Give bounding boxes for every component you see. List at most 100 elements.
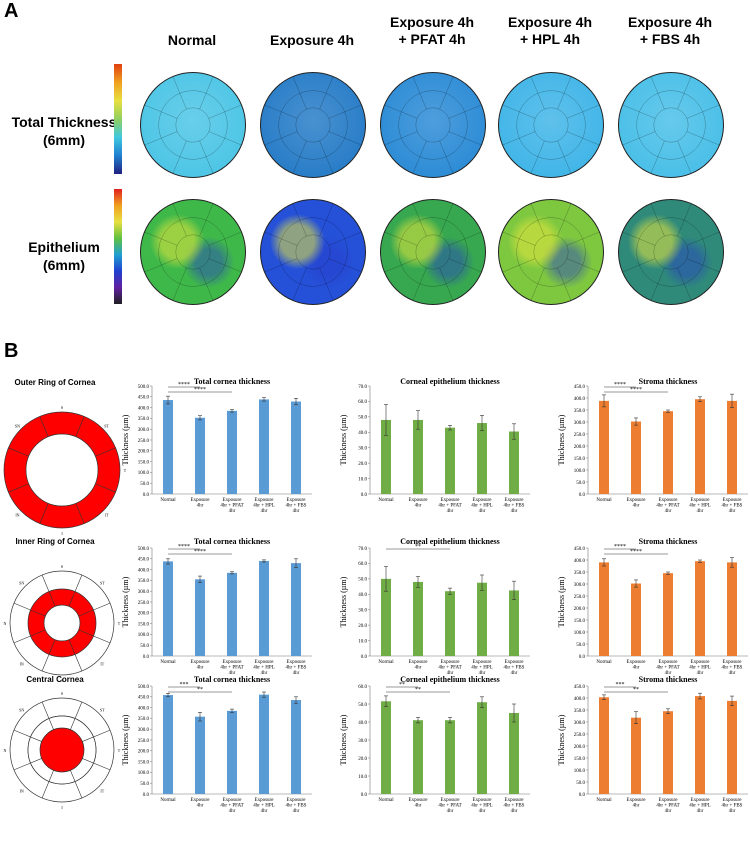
bar xyxy=(509,590,519,656)
map-spoke xyxy=(650,203,665,237)
map-ring xyxy=(636,90,706,160)
map-spoke xyxy=(566,258,600,273)
map-spoke xyxy=(448,104,482,119)
map-spoke xyxy=(530,267,545,301)
bar xyxy=(663,411,673,494)
y-tick-label: 10.0 xyxy=(358,639,367,644)
y-tick-label: 200.0 xyxy=(574,445,586,450)
bar-chart: Stroma thickness 0.0 50.0 100.0 150.0 200.0 25… xyxy=(557,537,748,676)
y-tick-label: 0.0 xyxy=(361,655,368,660)
y-tick-label: 50.0 xyxy=(140,782,149,787)
sector-label: S xyxy=(61,691,63,696)
sector-label: IT xyxy=(105,513,109,518)
map-ring xyxy=(533,234,569,270)
ring-title: Outer Ring of Cornea xyxy=(14,378,96,387)
y-tick-label: 100.0 xyxy=(138,471,150,476)
map-spoke xyxy=(384,104,418,119)
chart-title: Stroma thickness xyxy=(639,377,698,386)
map-spoke xyxy=(557,76,572,110)
bar xyxy=(695,561,705,656)
map-spoke xyxy=(622,231,656,246)
map-spoke xyxy=(677,76,692,110)
ring-diagram: S ST T IT I IN N SN xyxy=(4,564,121,683)
sector-label: I xyxy=(61,805,63,810)
map-spoke xyxy=(622,258,656,273)
sector-label: IN xyxy=(20,788,24,793)
central-disc xyxy=(39,727,85,773)
bar xyxy=(163,695,173,794)
sector-label: IN xyxy=(20,661,24,666)
y-tick-label: 400.0 xyxy=(574,559,586,564)
map-ring xyxy=(415,107,451,143)
bar-chart: Stroma thickness 0.0 50.0 100.0 150.0 200.0 25… xyxy=(557,377,748,514)
epithelium-map xyxy=(260,199,366,305)
y-tick-label: 40.0 xyxy=(358,431,367,436)
x-tick-label: Exposure 4hr + FBS 4hr xyxy=(286,798,307,814)
sector-divider xyxy=(13,629,46,644)
map-ring xyxy=(278,217,348,287)
bar xyxy=(195,579,205,656)
map-spoke xyxy=(172,267,187,301)
x-tick-label: Exposure 4hr + PFAT 4hr xyxy=(220,660,243,676)
bar xyxy=(227,710,237,794)
y-axis-label: Thickness (µm) xyxy=(121,576,130,627)
map-spoke xyxy=(328,258,362,273)
map-spoke xyxy=(264,131,298,146)
significance-label: **** xyxy=(630,549,642,555)
map-grid xyxy=(144,203,242,301)
bar xyxy=(631,583,641,656)
map-spoke xyxy=(502,131,536,146)
map-spoke xyxy=(448,131,482,146)
bar xyxy=(727,562,737,656)
y-tick-label: 20.0 xyxy=(358,757,367,762)
map-spoke xyxy=(328,231,362,246)
color-scale-bar xyxy=(114,189,122,304)
y-tick-label: 150.0 xyxy=(574,619,586,624)
x-tick-label: Normal xyxy=(596,498,612,503)
y-tick-label: 250.0 xyxy=(138,739,150,744)
sector-label: SN xyxy=(19,708,24,713)
significance-label: **** xyxy=(178,544,190,550)
sector-divider xyxy=(82,758,111,771)
y-tick-label: 0.0 xyxy=(143,655,150,660)
bar xyxy=(413,419,423,494)
map-spoke xyxy=(448,231,482,246)
y-tick-label: 0.0 xyxy=(579,493,586,498)
map-spoke xyxy=(557,203,572,237)
map-spoke xyxy=(650,140,665,174)
map-spoke xyxy=(292,267,307,301)
bar xyxy=(195,417,205,494)
panel-b-letter: B xyxy=(4,340,19,362)
x-tick-label: Exposure 4hr + PFAT 4hr xyxy=(656,498,679,514)
sector-divider xyxy=(75,416,85,437)
y-tick-label: 350.0 xyxy=(138,717,150,722)
y-tick-label: 400.0 xyxy=(574,697,586,702)
x-tick-label: Normal xyxy=(596,798,612,803)
ring-title: Inner Ring of Cornea xyxy=(15,537,95,546)
y-axis-label: Thickness (µm) xyxy=(339,714,348,765)
map-spoke xyxy=(622,131,656,146)
panel-a-letter: A xyxy=(4,0,19,22)
map-spoke xyxy=(319,203,334,237)
map-spoke xyxy=(439,76,454,110)
x-tick-label: Exposure 4hr + HPL 4hr xyxy=(689,798,710,814)
x-tick-label: Exposure 4hr + PFAT 4hr xyxy=(438,798,461,814)
x-tick-label: Normal xyxy=(378,498,394,503)
y-tick-label: 100.0 xyxy=(574,469,586,474)
y-tick-label: 100.0 xyxy=(138,771,150,776)
bar xyxy=(381,419,391,494)
bar-chart: Corneal epithelium thickness 0.0 10.0 20.0 3… xyxy=(339,675,530,814)
y-tick-label: 50.0 xyxy=(140,644,149,649)
map-spoke xyxy=(622,104,656,119)
x-tick-label: Exposure 4hr xyxy=(409,498,429,509)
sector-label: N xyxy=(4,621,7,626)
sector-divider xyxy=(39,503,49,524)
chart-title: Total cornea thickness xyxy=(194,675,270,684)
y-tick-label: 200.0 xyxy=(574,745,586,750)
bar xyxy=(599,400,609,494)
y-tick-label: 50.0 xyxy=(358,416,367,421)
chart-title: Corneal epithelium thickness xyxy=(400,675,500,684)
bar xyxy=(227,572,237,656)
epithelium-map xyxy=(498,199,604,305)
y-tick-label: 50.0 xyxy=(358,578,367,583)
